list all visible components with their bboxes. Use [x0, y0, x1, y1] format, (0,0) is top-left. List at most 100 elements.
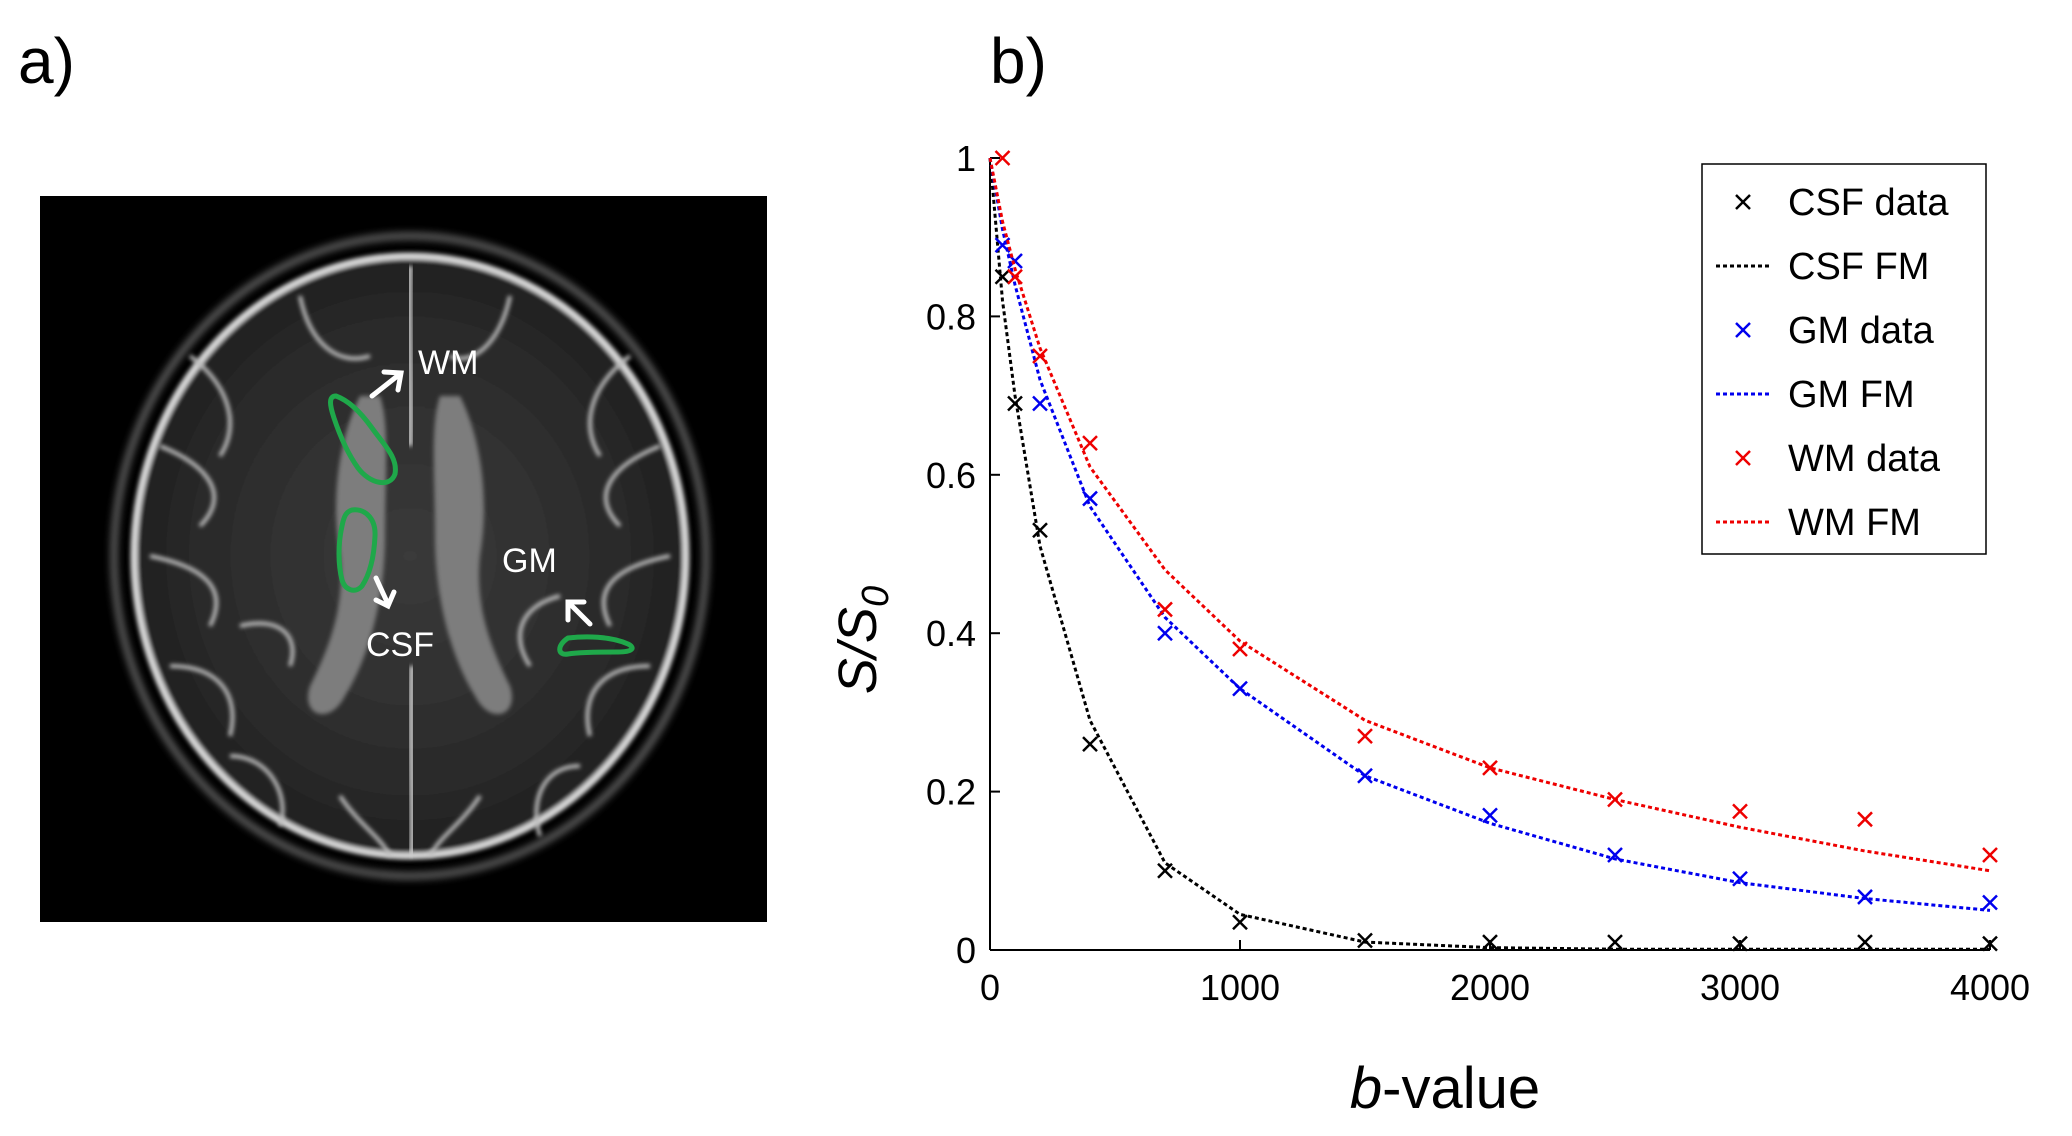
gm-arrow: [567, 601, 593, 627]
marker-stroke: [1857, 811, 1873, 828]
data-point-wm-data: [1857, 811, 1873, 828]
x-axis-label-rest: -value: [1382, 1056, 1540, 1121]
marker-stroke: [1357, 728, 1373, 745]
y-axis-label-main: S/S: [828, 607, 888, 694]
marker-stroke: [1482, 759, 1498, 776]
marker-stroke: [1357, 767, 1373, 784]
panel-a-label: a): [18, 25, 75, 97]
legend-label-gm-data: GM data: [1788, 310, 1935, 352]
panel-b-label: b): [990, 25, 1047, 97]
marker-stroke: [1732, 870, 1748, 887]
legend-box: [1701, 163, 1987, 555]
marker-stroke: [1082, 736, 1098, 752]
marker-stroke: [994, 268, 1011, 285]
data-point-gm-data: [1232, 680, 1248, 697]
roi-wm: [328, 393, 398, 485]
data-point-gm-data: [1857, 889, 1873, 905]
data-point-csf-data: [994, 268, 1011, 285]
marker-stroke: [1357, 932, 1373, 949]
data-point-wm-data: [1082, 435, 1098, 452]
marker-stroke: [1982, 894, 1998, 911]
marker-stroke: [1735, 194, 1751, 210]
marker-stroke: [1482, 807, 1498, 824]
wm-arrow-head: [381, 369, 404, 393]
data-point-csf-data: [1857, 934, 1873, 950]
marker-stroke: [1007, 253, 1023, 269]
legend-swatch-gm-data: [1735, 322, 1751, 338]
x-tick-label: 0: [980, 967, 1000, 1008]
chart-series: [988, 150, 1998, 952]
data-point-csf-data: [1982, 935, 1998, 952]
series-line-wm-fm: [988, 157, 1991, 873]
x-tick-label: 2000: [1450, 967, 1530, 1008]
gm-arrow-head: [565, 599, 587, 623]
csf-annotation: CSF: [366, 626, 434, 664]
marker-stroke: [1982, 847, 1998, 863]
y-tick-label: 0.8: [926, 296, 976, 337]
data-point-csf-data: [1157, 862, 1173, 879]
scalp-outline: [111, 233, 709, 879]
x-tick-label: 1000: [1200, 967, 1280, 1008]
marker-stroke: [1857, 889, 1873, 905]
marker-stroke: [994, 150, 1011, 166]
data-point-wm-data: [1982, 847, 1998, 863]
y-tick-label: 0.2: [926, 772, 976, 813]
series-line-csf-fm: [988, 157, 1990, 951]
y-tick-label: 0.4: [926, 613, 976, 654]
roi-csf: [336, 507, 378, 593]
csf-arrow-head: [373, 589, 397, 610]
series-markers-csf-data: [994, 268, 1998, 952]
roi-gm: [557, 634, 635, 657]
data-point-wm-data: [1732, 803, 1748, 820]
chart-legend: CSF data CSF FM GM data GM FM WM data WM FM: [1701, 163, 1987, 555]
marker-stroke: [1732, 803, 1748, 820]
annotation-arrows: [369, 369, 593, 627]
x-tick-label: 3000: [1700, 967, 1780, 1008]
y-tick-label: 1: [956, 138, 976, 179]
legend-label-gm-fm: GM FM: [1788, 374, 1915, 416]
midline-fissure: [406, 265, 416, 857]
data-point-gm-data: [1482, 807, 1498, 824]
wm-arrow: [369, 371, 403, 399]
data-point-wm-data: [1157, 601, 1173, 618]
y-axis-label: S/S0: [828, 586, 897, 694]
chart-axes: 0 1000 2000 3000 4000 0 0.2 0.4 0.6 0.8 1: [926, 138, 2030, 1008]
data-point-csf-data: [1232, 914, 1248, 931]
marker-stroke: [1232, 680, 1248, 697]
marker-stroke: [1082, 435, 1098, 452]
marker-stroke: [1157, 862, 1173, 879]
data-point-gm-data: [1357, 767, 1373, 784]
legend-swatch-csf-data: [1735, 194, 1751, 210]
data-point-gm-data: [1607, 847, 1623, 863]
marker-stroke: [1607, 934, 1623, 950]
y-tick-label: 0: [956, 930, 976, 971]
data-point-csf-data: [1607, 934, 1623, 950]
marker-stroke: [1735, 450, 1751, 466]
wm-annotation: WM: [418, 344, 478, 382]
marker-stroke: [1232, 914, 1248, 931]
mri-brain-image: WM CSF GM: [111, 233, 709, 879]
data-point-gm-data: [1982, 894, 1998, 911]
marker-stroke: [1032, 522, 1048, 539]
legend-label-csf-fm: CSF FM: [1788, 246, 1929, 288]
cortical-sulci: [149, 295, 671, 857]
x-tick-label: 4000: [1950, 967, 2030, 1008]
marker-stroke: [1007, 268, 1023, 285]
marker-stroke: [1982, 935, 1998, 952]
data-point-csf-data: [1032, 522, 1048, 539]
mri-image-panel: WM CSF GM: [40, 196, 767, 922]
marker-stroke: [1032, 348, 1048, 364]
gm-annotation: GM: [502, 542, 557, 580]
x-axis-label: b-value: [1350, 1056, 1540, 1121]
series-markers-gm-data: [994, 237, 1998, 911]
marker-stroke: [1607, 847, 1623, 863]
series-line-gm-fm: [988, 157, 1991, 912]
chart-panel: 0 1000 2000 3000 4000 0 0.2 0.4 0.6 0.8 1 S/S0 b-v…: [800, 120, 2072, 1131]
legend-label-wm-data: WM data: [1788, 438, 1941, 480]
data-point-gm-data: [1157, 625, 1173, 642]
marker-stroke: [1735, 322, 1751, 338]
right-ventricle: [433, 396, 512, 715]
data-point-csf-data: [1082, 736, 1098, 752]
marker-stroke: [1082, 490, 1098, 507]
